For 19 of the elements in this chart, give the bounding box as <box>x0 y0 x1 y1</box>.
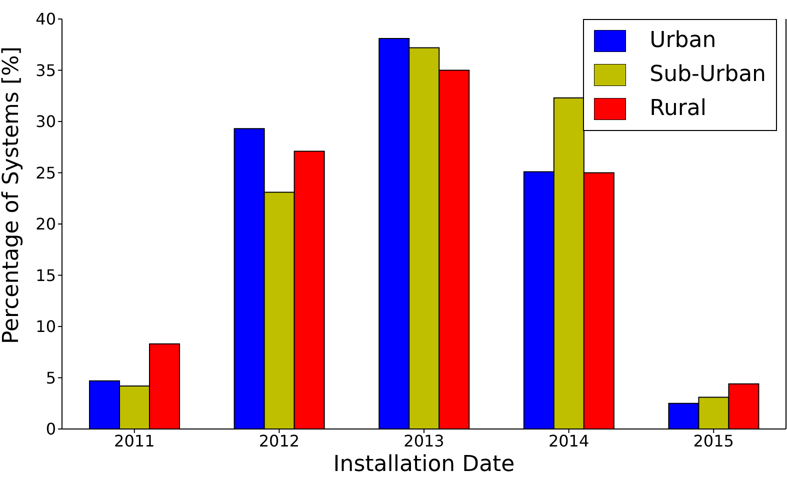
legend-label: Urban <box>650 27 716 55</box>
legend-label: Rural <box>650 95 707 123</box>
y-tick-label: 5 <box>46 368 56 388</box>
x-axis-title: Installation Date <box>333 452 515 477</box>
y-tick-label: 20 <box>36 214 56 234</box>
y-tick-label: 35 <box>36 60 56 80</box>
y-tick-label: 40 <box>36 10 56 29</box>
y-tick-label: 10 <box>36 317 56 336</box>
y-tick-label: 25 <box>36 163 56 182</box>
x-tick-label: 2011 <box>114 431 155 450</box>
x-tick-label: 2013 <box>404 431 444 450</box>
y-tick-label: 0 <box>46 420 56 439</box>
y-tick-label: 30 <box>36 112 56 132</box>
x-tick-label: 2012 <box>258 431 300 450</box>
legend-label: Sub-Urban <box>650 61 766 89</box>
y-axis-title: Percentage of Systems [%] <box>0 46 24 344</box>
y-tick-label: 15 <box>36 266 56 285</box>
x-tick-label: 2015 <box>693 431 734 450</box>
x-tick-label: 2014 <box>548 431 590 450</box>
